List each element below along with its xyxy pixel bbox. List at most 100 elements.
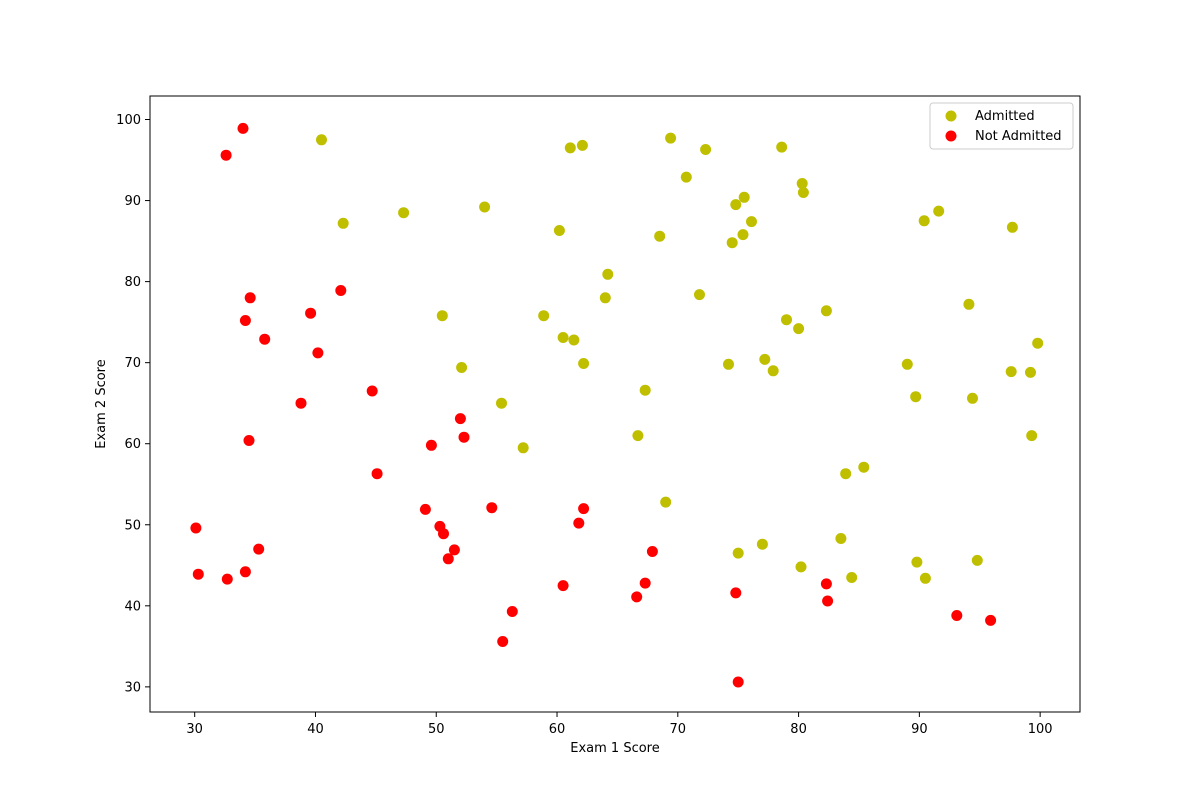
point-admitted-43 xyxy=(840,468,852,480)
point-admitted-21 xyxy=(665,132,677,144)
point-not-admitted-37 xyxy=(822,595,834,607)
point-not-admitted-20 xyxy=(438,528,449,540)
y-axis-label: Exam 2 Score xyxy=(94,359,109,448)
point-admitted-29 xyxy=(737,229,749,241)
point-not-admitted-16 xyxy=(371,468,383,480)
point-not-admitted-23 xyxy=(454,413,466,425)
point-not-admitted-25 xyxy=(486,502,498,514)
legend-label-admitted: Admitted xyxy=(975,109,1035,124)
point-admitted-56 xyxy=(1006,221,1018,233)
plot-frame xyxy=(149,95,1081,713)
point-admitted-50 xyxy=(919,572,931,584)
point-admitted-46 xyxy=(901,358,913,370)
point-admitted-18 xyxy=(639,384,651,396)
point-admitted-26 xyxy=(726,237,738,249)
point-admitted-48 xyxy=(911,556,923,568)
point-admitted-54 xyxy=(971,554,983,566)
point-admitted-12 xyxy=(568,334,580,346)
y-tick-label-50: 50 xyxy=(124,518,141,533)
point-not-admitted-31 xyxy=(631,591,643,603)
point-not-admitted-28 xyxy=(557,580,569,592)
point-admitted-57 xyxy=(1025,366,1036,378)
point-admitted-0 xyxy=(316,134,327,146)
point-admitted-44 xyxy=(846,572,858,583)
point-not-admitted-26 xyxy=(497,636,509,647)
plot-area xyxy=(150,96,1080,712)
point-admitted-32 xyxy=(756,538,768,550)
point-not-admitted-9 xyxy=(253,543,265,555)
point-admitted-20 xyxy=(660,496,672,508)
point-not-admitted-34 xyxy=(730,587,742,599)
x-tick-label-100: 100 xyxy=(1028,722,1053,737)
point-admitted-8 xyxy=(538,310,550,322)
y-tick-label-60: 60 xyxy=(124,437,141,452)
point-not-admitted-14 xyxy=(335,285,347,296)
legend-label-not-admitted: Not Admitted xyxy=(975,129,1062,144)
point-admitted-51 xyxy=(933,205,945,217)
x-tick-label-30: 30 xyxy=(186,722,203,737)
point-admitted-42 xyxy=(835,533,847,544)
point-admitted-59 xyxy=(1032,337,1044,349)
point-not-admitted-7 xyxy=(243,435,255,446)
y-tick-label-30: 30 xyxy=(124,680,141,695)
point-not-admitted-4 xyxy=(237,122,249,134)
point-not-admitted-17 xyxy=(419,503,431,515)
y-tick-label-70: 70 xyxy=(124,356,141,371)
legend: Admitted Not Admitted xyxy=(929,102,1074,150)
point-admitted-27 xyxy=(730,199,742,211)
point-not-admitted-5 xyxy=(239,315,251,326)
point-admitted-35 xyxy=(776,141,788,153)
point-not-admitted-3 xyxy=(221,573,233,585)
point-admitted-1 xyxy=(337,217,349,229)
point-not-admitted-2 xyxy=(220,149,232,161)
point-not-admitted-15 xyxy=(366,385,378,397)
point-admitted-11 xyxy=(564,142,576,154)
point-admitted-10 xyxy=(557,332,569,343)
point-not-admitted-10 xyxy=(259,333,271,345)
point-not-admitted-33 xyxy=(646,546,658,557)
point-admitted-24 xyxy=(700,144,712,155)
point-admitted-14 xyxy=(578,358,590,369)
point-admitted-9 xyxy=(553,225,565,236)
point-admitted-55 xyxy=(1005,366,1017,378)
point-not-admitted-18 xyxy=(425,439,437,451)
point-not-admitted-22 xyxy=(448,544,460,556)
x-tick-label-60: 60 xyxy=(549,722,566,737)
point-admitted-17 xyxy=(632,430,644,442)
point-admitted-5 xyxy=(479,201,491,213)
point-admitted-52 xyxy=(963,298,975,310)
x-tick-label-50: 50 xyxy=(428,722,445,737)
point-admitted-45 xyxy=(858,461,870,473)
point-admitted-13 xyxy=(576,139,588,151)
x-tick-label-40: 40 xyxy=(307,722,324,737)
point-admitted-15 xyxy=(599,292,611,304)
point-not-admitted-38 xyxy=(951,610,963,621)
legend-box xyxy=(929,102,1074,150)
point-not-admitted-29 xyxy=(573,517,585,529)
point-admitted-31 xyxy=(746,216,757,228)
point-admitted-36 xyxy=(781,314,792,326)
x-axis-label: Exam 1 Score xyxy=(570,741,659,756)
point-not-admitted-27 xyxy=(506,606,518,617)
point-admitted-49 xyxy=(918,215,930,227)
points-layer xyxy=(190,122,1044,688)
point-not-admitted-11 xyxy=(295,397,307,409)
point-admitted-34 xyxy=(767,365,779,377)
point-admitted-47 xyxy=(910,391,922,403)
point-not-admitted-30 xyxy=(578,503,590,515)
point-not-admitted-8 xyxy=(244,292,256,304)
y-tick-label-80: 80 xyxy=(124,275,141,290)
y-tick-label-40: 40 xyxy=(124,599,141,614)
point-not-admitted-0 xyxy=(190,522,202,534)
point-admitted-40 xyxy=(797,187,809,198)
point-admitted-25 xyxy=(723,358,734,370)
y-axis-ticks: 30 40 50 60 70 80 90 100 xyxy=(116,113,150,695)
point-admitted-22 xyxy=(680,171,692,183)
point-admitted-2 xyxy=(398,207,410,219)
point-not-admitted-1 xyxy=(192,568,204,580)
point-admitted-28 xyxy=(732,547,744,559)
point-not-admitted-24 xyxy=(458,431,470,443)
y-tick-label-100: 100 xyxy=(116,113,141,128)
point-admitted-53 xyxy=(967,392,978,404)
x-tick-label-80: 80 xyxy=(790,722,807,737)
